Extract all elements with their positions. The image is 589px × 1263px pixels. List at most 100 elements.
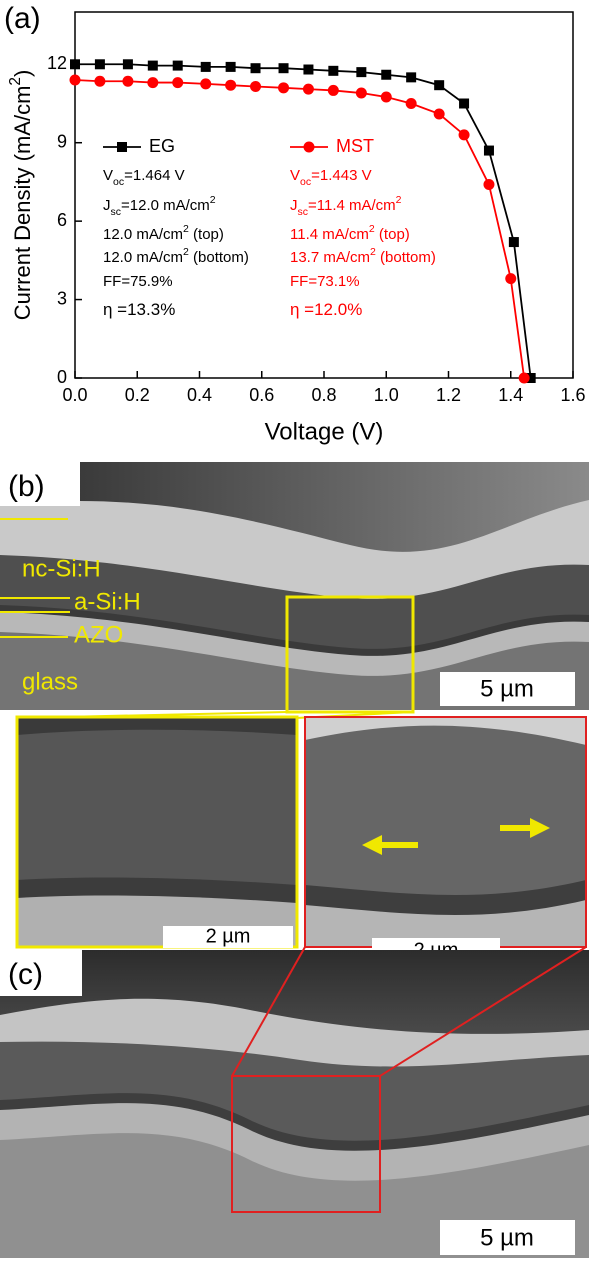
- text-run: J: [103, 197, 111, 214]
- layer-label: a-Si:H: [74, 588, 141, 615]
- marker: [303, 65, 313, 75]
- legend-marker: [304, 142, 315, 153]
- marker: [148, 61, 158, 71]
- scale-bar: 5 µm: [480, 1224, 534, 1251]
- marker: [251, 63, 261, 73]
- marker: [201, 62, 211, 72]
- marker: [519, 373, 530, 384]
- x-tick-label: 0.4: [187, 385, 212, 405]
- marker: [95, 59, 105, 69]
- marker: [381, 91, 392, 102]
- x-tick-label: 1.2: [436, 385, 461, 405]
- annotation: 12.0 mA/cm2 (bottom): [103, 246, 249, 266]
- marker: [278, 82, 289, 93]
- text-run: J: [290, 197, 298, 214]
- marker: [328, 66, 338, 76]
- y-tick-label: 6: [57, 210, 67, 230]
- text-run: η =13.3%: [103, 300, 175, 319]
- annotation: Voc=1.443 V: [290, 167, 372, 188]
- text-run: sc: [298, 206, 309, 218]
- marker: [279, 63, 289, 73]
- marker: [505, 273, 516, 284]
- text-run: V: [103, 167, 113, 184]
- text-run: ): [10, 70, 35, 77]
- layer-label: AZO: [74, 621, 123, 648]
- text-run: oc: [113, 176, 124, 188]
- x-tick-label: 0.2: [125, 385, 150, 405]
- legend-label: EG: [149, 136, 175, 156]
- annotation: 12.0 mA/cm2 (top): [103, 223, 224, 243]
- marker: [434, 108, 445, 119]
- marker: [483, 179, 494, 190]
- annotation: FF=75.9%: [103, 273, 173, 290]
- y-tick-label: 12: [47, 53, 67, 73]
- layer-label: glass: [22, 668, 78, 695]
- y-axis-label: Current Density (mA/cm2): [7, 70, 35, 321]
- panel-label: (a): [4, 2, 41, 35]
- marker: [459, 129, 470, 140]
- marker: [172, 77, 183, 88]
- legend-marker: [117, 142, 127, 152]
- annotation: Jsc=11.4 mA/cm2: [290, 194, 402, 218]
- marker: [173, 61, 183, 71]
- marker: [356, 67, 366, 77]
- annotation: Voc=1.464 V: [103, 167, 185, 188]
- chart: (a) Voltage (V) 0.0 0.2 0.4 0.6 0.8 1.0 1.2 1.4…: [4, 2, 586, 445]
- text-run: =11.4 mA/cm: [308, 197, 396, 214]
- marker: [94, 76, 105, 87]
- text-run: η =12.0%: [290, 300, 362, 319]
- marker: [70, 59, 80, 69]
- text-run: =1.443 V: [311, 167, 371, 184]
- marker: [225, 80, 236, 91]
- text-run: =1.464 V: [124, 167, 184, 184]
- marker: [484, 146, 494, 156]
- marker: [509, 237, 519, 247]
- text-run: 11.4 mA/cm: [290, 226, 369, 243]
- y-tick-label: 3: [57, 288, 67, 308]
- text-run: 13.7 mA/cm: [290, 249, 370, 266]
- panel-label: (c): [8, 958, 43, 991]
- inset-left: 2 µm: [17, 717, 297, 948]
- text-run: FF=75.9%: [103, 273, 173, 290]
- text-run: FF=73.1%: [290, 273, 360, 290]
- y-tick-label: 9: [57, 131, 67, 151]
- scale-bar: 2 µm: [206, 925, 251, 947]
- marker: [122, 76, 133, 87]
- text-run: =12.0 mA/cm: [121, 197, 210, 214]
- marker: [356, 88, 367, 99]
- figure: (b) nc-Si:H a-Si:H AZO glass 5 µm 2 µm 2…: [0, 0, 589, 1258]
- y-tick-label: 0: [57, 367, 67, 387]
- text-run: 2: [7, 77, 24, 86]
- panel-label: (b): [8, 470, 45, 503]
- text-run: oc: [300, 176, 311, 188]
- annotation: 13.7 mA/cm2 (bottom): [290, 246, 436, 266]
- x-tick-label: 1.4: [498, 385, 523, 405]
- annotation: Jsc=12.0 mA/cm2: [103, 194, 216, 218]
- text-run: sc: [111, 206, 122, 218]
- marker: [250, 81, 261, 92]
- text-run: (top): [189, 226, 224, 243]
- text-run: 12.0 mA/cm: [103, 249, 183, 266]
- marker: [200, 78, 211, 89]
- annotation: FF=73.1%: [290, 273, 360, 290]
- x-axis-label: Voltage (V): [265, 418, 384, 445]
- marker: [70, 74, 81, 85]
- series-line: [75, 64, 531, 378]
- inset-right: 2 µm: [305, 717, 586, 962]
- text-run: (bottom): [376, 249, 436, 266]
- marker: [303, 84, 314, 95]
- text-run: 12.0 mA/cm: [103, 226, 183, 243]
- text-run: 2: [210, 194, 216, 206]
- marker: [434, 80, 444, 90]
- marker: [123, 59, 133, 69]
- page: (b) nc-Si:H a-Si:H AZO glass 5 µm 2 µm 2…: [0, 0, 589, 1263]
- marker: [459, 99, 469, 109]
- x-tick-label: 0.8: [311, 385, 336, 405]
- marker: [226, 62, 236, 72]
- x-tick-label: 0.0: [62, 385, 87, 405]
- x-tick-label: 1.0: [374, 385, 399, 405]
- text-run: (bottom): [189, 249, 249, 266]
- scale-bar: 5 µm: [480, 675, 534, 702]
- marker: [406, 72, 416, 82]
- x-tick-label: 0.6: [249, 385, 274, 405]
